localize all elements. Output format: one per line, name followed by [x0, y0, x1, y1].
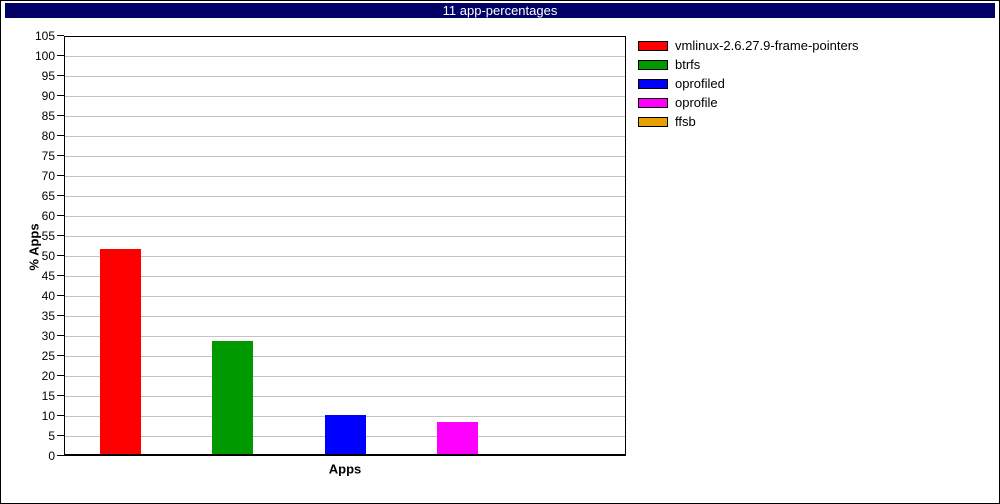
bar-btrfs [212, 341, 253, 456]
y-tick-label: 65 [41, 189, 55, 203]
legend-swatch-icon [638, 116, 668, 127]
y-tick-label: 0 [48, 449, 55, 463]
y-tick-label: 5 [48, 429, 55, 443]
y-tick [57, 155, 64, 156]
y-tick-label: 85 [41, 109, 55, 123]
gridline [64, 376, 626, 377]
y-tick-label: 60 [41, 209, 55, 223]
y-tick-label: 30 [41, 329, 55, 343]
y-tick-label: 25 [41, 349, 55, 363]
y-tick [57, 295, 64, 296]
bar-oprofile [437, 422, 478, 456]
gridline [64, 96, 626, 97]
y-tick-label: 80 [41, 129, 55, 143]
y-tick [57, 95, 64, 96]
gridline [64, 256, 626, 257]
y-tick-label: 15 [41, 389, 55, 403]
y-tick [57, 195, 64, 196]
y-tick [57, 75, 64, 76]
legend-item: oprofile [638, 93, 859, 112]
gridline [64, 236, 626, 237]
gridline [64, 396, 626, 397]
y-tick [57, 455, 64, 456]
y-tick [57, 275, 64, 276]
y-tick [57, 115, 64, 116]
gridline [64, 356, 626, 357]
y-tick [57, 315, 64, 316]
gridline [64, 276, 626, 277]
y-tick-label: 70 [41, 169, 55, 183]
legend-swatch-icon [638, 59, 668, 70]
y-tick-label: 90 [41, 89, 55, 103]
y-tick [57, 355, 64, 356]
y-tick [57, 135, 64, 136]
legend-item: ffsb [638, 112, 859, 131]
y-tick [57, 215, 64, 216]
legend-swatch-icon [638, 40, 668, 51]
gridline [64, 136, 626, 137]
legend-swatch-icon [638, 97, 668, 108]
y-tick [57, 335, 64, 336]
y-tick-label: 55 [41, 229, 55, 243]
gridline [64, 296, 626, 297]
y-tick-label: 20 [41, 369, 55, 383]
legend-item: vmlinux-2.6.27.9-frame-pointers [638, 36, 859, 55]
y-tick-label: 75 [41, 149, 55, 163]
y-tick [57, 235, 64, 236]
gridline [64, 216, 626, 217]
bar-ffsb [549, 454, 590, 456]
x-axis-label: Apps [328, 461, 362, 477]
legend-label: btrfs [675, 57, 701, 72]
y-axis-label: % Apps [26, 223, 42, 271]
gridline [64, 336, 626, 337]
y-tick-label: 50 [41, 249, 55, 263]
y-tick [57, 255, 64, 256]
gridline [64, 176, 626, 177]
title-bar: 11 app-percentages [5, 3, 995, 18]
legend-label: vmlinux-2.6.27.9-frame-pointers [675, 38, 859, 53]
legend-swatch-icon [638, 78, 668, 89]
gridline [64, 156, 626, 157]
bar-vmlinux-2.6.27.9-frame-pointers [100, 249, 141, 456]
window-title: 11 app-percentages [442, 3, 558, 18]
gridline [64, 116, 626, 117]
y-tick-label: 95 [41, 69, 55, 83]
legend-label: oprofiled [675, 76, 725, 91]
legend-item: oprofiled [638, 74, 859, 93]
bar-oprofiled [325, 415, 366, 456]
gridline [64, 316, 626, 317]
y-tick [57, 375, 64, 376]
y-tick-label: 10 [41, 409, 55, 423]
y-tick [57, 175, 64, 176]
y-tick-label: 100 [34, 49, 55, 63]
y-tick [57, 435, 64, 436]
legend-label: oprofile [675, 95, 718, 110]
legend: vmlinux-2.6.27.9-frame-pointers btrfs opro… [638, 36, 859, 131]
y-tick [57, 415, 64, 416]
gridline [64, 76, 626, 77]
y-tick [57, 395, 64, 396]
plot-area [64, 36, 626, 456]
y-tick [57, 55, 64, 56]
gridline [64, 196, 626, 197]
gridline [64, 56, 626, 57]
y-tick [57, 35, 64, 36]
legend-item: btrfs [638, 55, 859, 74]
legend-label: ffsb [675, 114, 696, 129]
y-tick-label: 40 [41, 289, 55, 303]
y-tick-label: 45 [41, 269, 55, 283]
y-tick-label: 35 [41, 309, 55, 323]
y-tick-label: 105 [34, 29, 55, 43]
